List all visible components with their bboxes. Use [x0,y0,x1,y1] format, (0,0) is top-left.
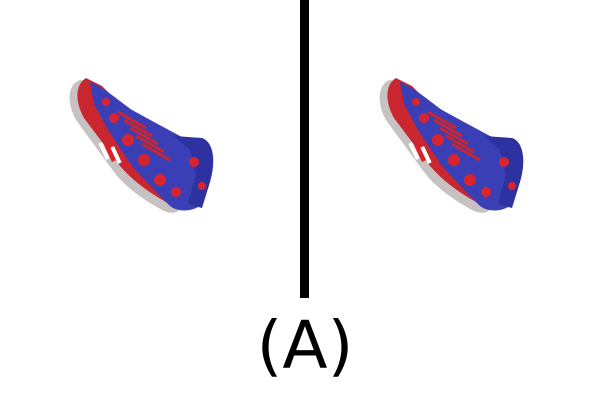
figure-label: (A) [256,307,354,384]
vertical-divider [300,0,309,298]
sneaker-icon [69,78,214,213]
right-panel [310,0,610,300]
left-panel [0,0,300,300]
sneaker-icon [379,78,524,213]
